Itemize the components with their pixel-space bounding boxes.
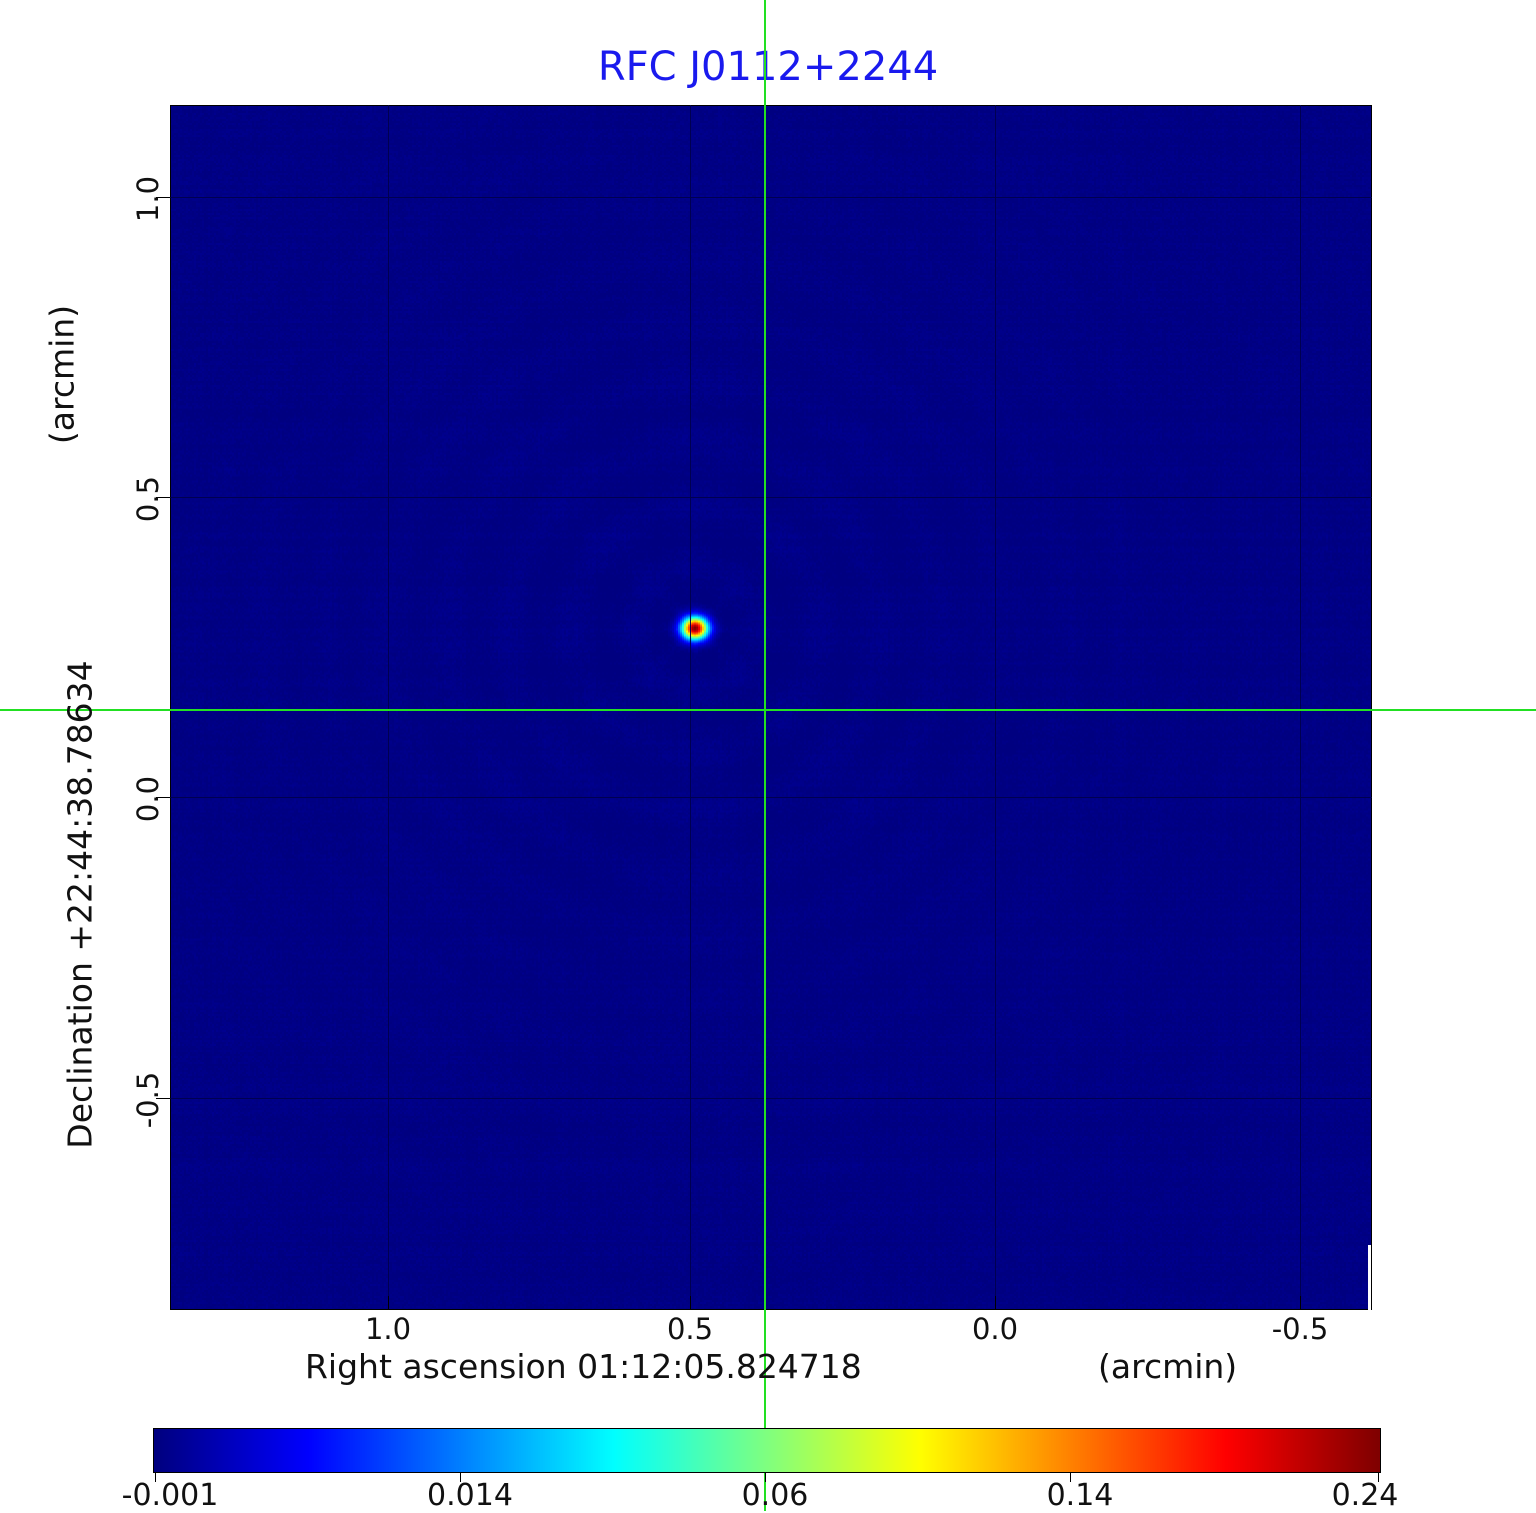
y-tick-label: 1.0	[131, 175, 165, 223]
y-tick-label: 0.0	[131, 775, 165, 823]
y-axis-label: Declination +22:44:38.78634	[60, 660, 100, 1149]
colorbar-tick-mark	[1378, 1473, 1379, 1482]
x-tick-mark	[388, 1296, 389, 1310]
gridline-vertical	[690, 105, 691, 1310]
x-tick-mark	[690, 1296, 691, 1310]
colorbar-tick-mark	[155, 1473, 156, 1482]
gridline-horizontal	[170, 797, 1372, 798]
y-tick-mark	[156, 197, 170, 198]
x-axis-label: Right ascension 01:12:05.824718	[305, 1347, 862, 1386]
x-tick-label: -0.5	[1271, 1312, 1329, 1346]
colorbar-tick-label: -0.001	[121, 1478, 219, 1513]
colorbar-tick-label: 0.014	[427, 1478, 513, 1513]
x-tick-label: 1.0	[364, 1312, 412, 1346]
colorbar[interactable]	[153, 1428, 1381, 1473]
x-axis-unit-label: (arcmin)	[1098, 1347, 1238, 1386]
crosshair-vertical-line	[764, 0, 766, 1511]
crosshair-horizontal-line	[0, 709, 1536, 711]
y-tick-label: -0.5	[131, 1071, 165, 1129]
colorbar-tick-mark	[460, 1473, 461, 1482]
x-tick-mark	[1300, 1296, 1301, 1310]
sky-image-canvas	[170, 105, 1372, 1310]
colorbar-gradient	[154, 1429, 1380, 1472]
y-tick-mark	[156, 1098, 170, 1099]
colorbar-tick-label: 0.06	[741, 1478, 809, 1513]
y-tick-label: 0.5	[131, 475, 165, 523]
colorbar-tick-label: 0.24	[1331, 1478, 1399, 1513]
y-tick-mark	[156, 497, 170, 498]
panel-right-edge-sliver	[1368, 1245, 1371, 1311]
gridline-vertical	[1300, 105, 1301, 1310]
page-title: RFC J0112+2244	[597, 44, 939, 90]
x-tick-label: 0.5	[666, 1312, 714, 1346]
gridline-horizontal	[170, 197, 1372, 198]
gridline-horizontal	[170, 1098, 1372, 1099]
x-tick-mark	[995, 1296, 996, 1310]
colorbar-tick-mark	[765, 1473, 766, 1482]
y-tick-mark	[156, 797, 170, 798]
x-tick-label: 0.0	[971, 1312, 1019, 1346]
colorbar-tick-label: 0.14	[1046, 1478, 1114, 1513]
gridline-vertical	[995, 105, 996, 1310]
colorbar-tick-mark	[1070, 1473, 1071, 1482]
gridline-vertical	[388, 105, 389, 1310]
gridline-horizontal	[170, 497, 1372, 498]
sky-image-panel[interactable]	[170, 105, 1372, 1310]
y-axis-unit-label: (arcmin)	[42, 304, 82, 445]
